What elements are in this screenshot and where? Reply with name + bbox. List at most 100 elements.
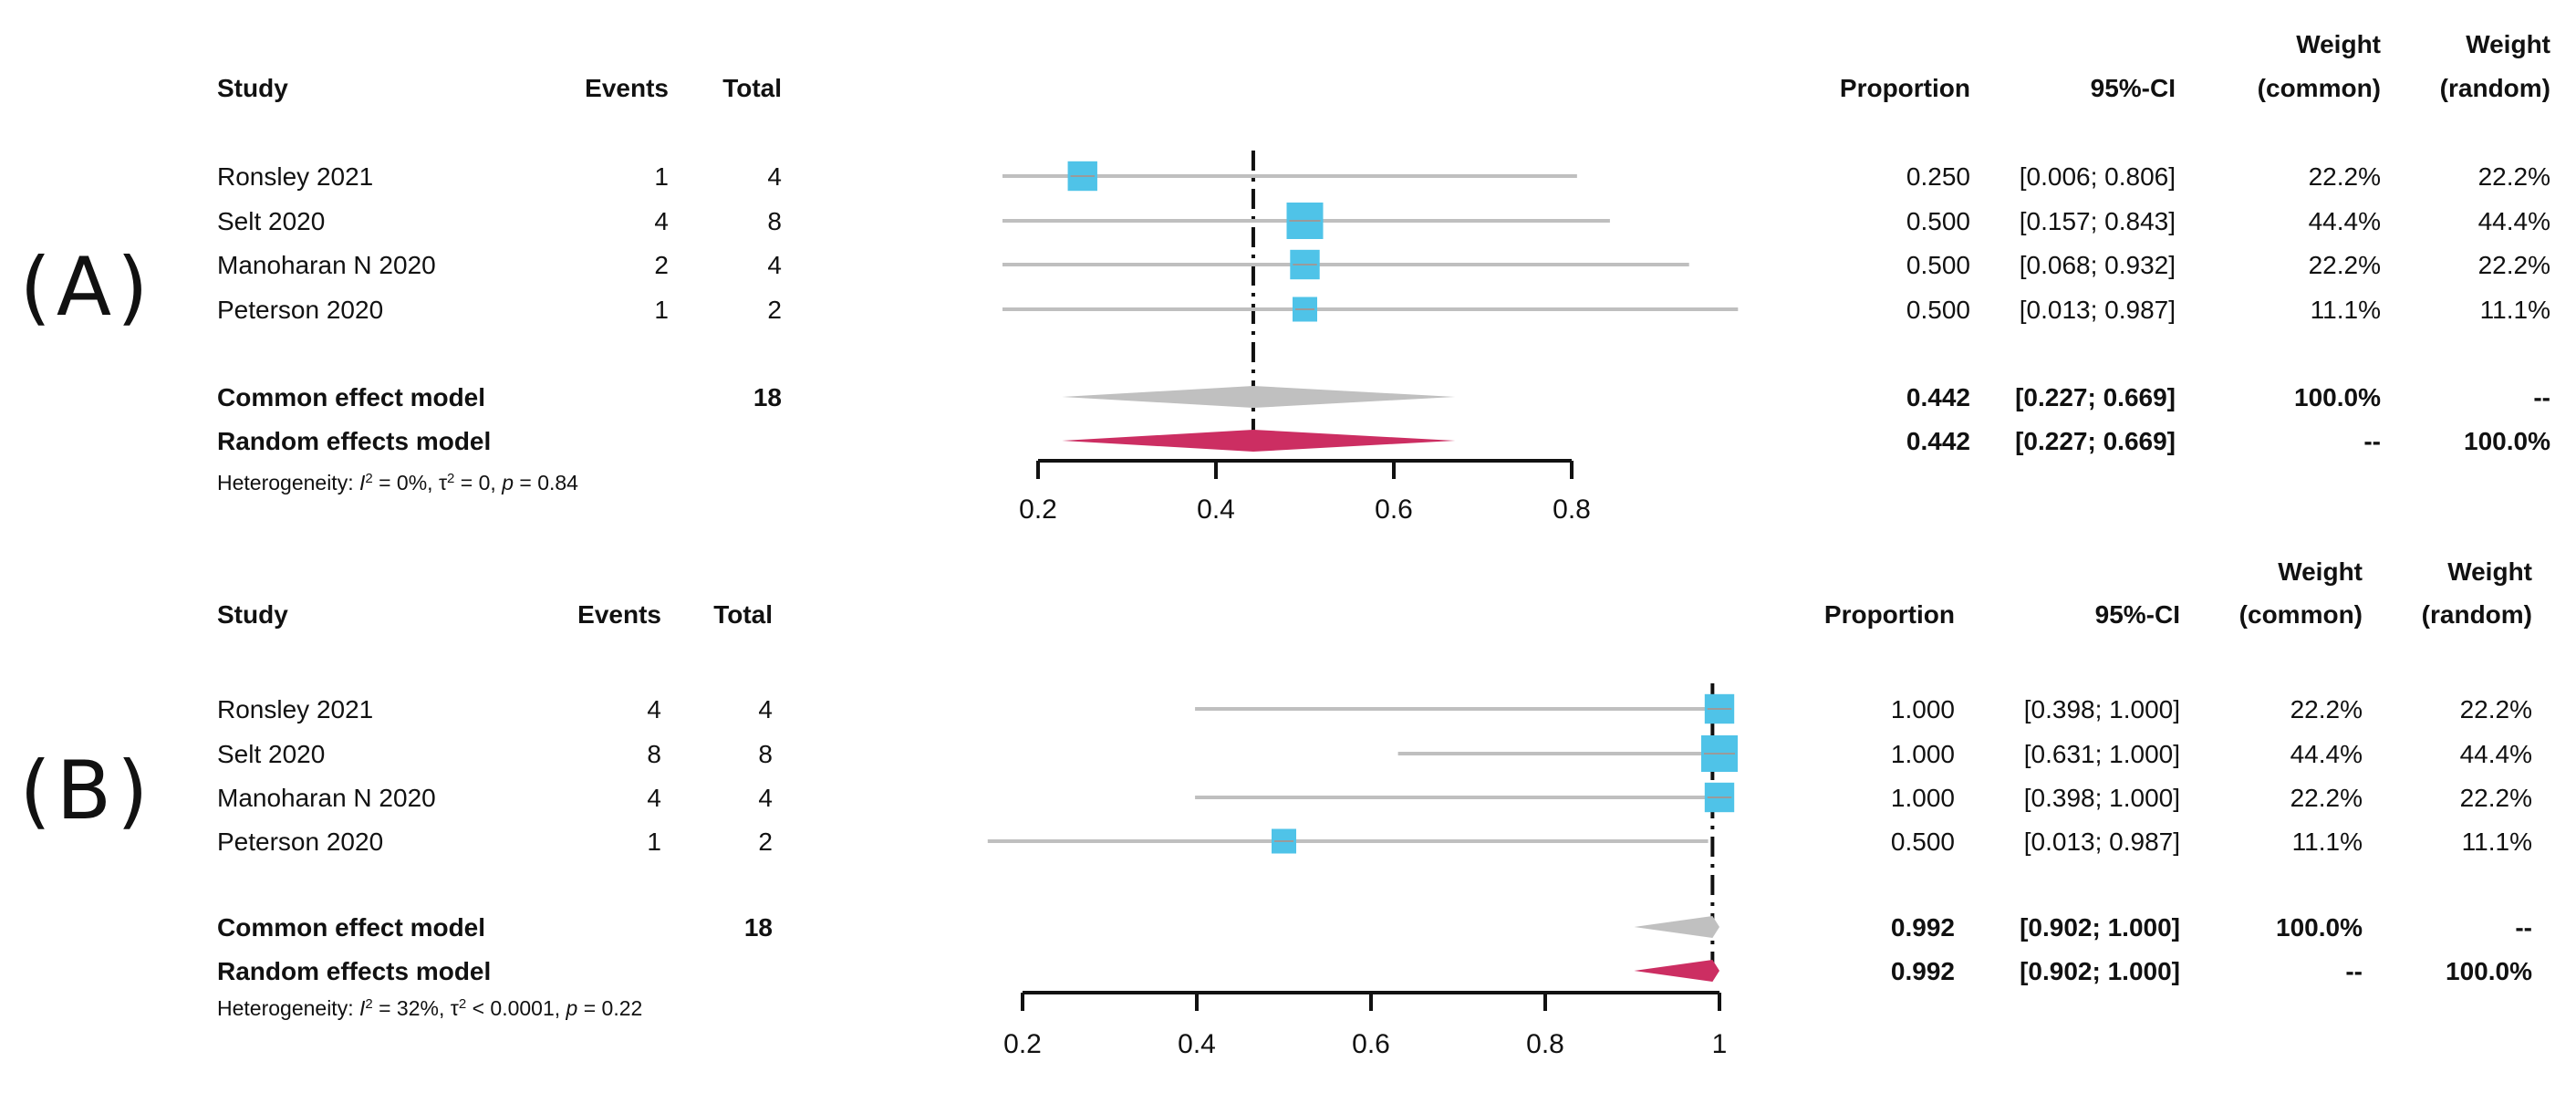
study-weight-random: 22.2%	[2478, 251, 2550, 279]
study-events: 4	[654, 207, 669, 235]
study-proportion: 0.500	[1906, 207, 1970, 235]
header-total: Total	[713, 600, 773, 629]
study-ci: [0.013; 0.987]	[2020, 296, 2176, 324]
pooled-proportion: 0.442	[1906, 383, 1970, 411]
pooled-total: 18	[744, 913, 773, 942]
header-weight-random-line1: Weight	[2447, 557, 2532, 586]
study-total: 4	[758, 695, 773, 723]
header-weight-random-line1: Weight	[2466, 30, 2550, 58]
study-weight-common: 44.4%	[2290, 740, 2363, 768]
study-name: Manoharan N 2020	[217, 784, 436, 812]
study-weight-random: 44.4%	[2460, 740, 2532, 768]
header-ci: 95%-CI	[2095, 600, 2180, 629]
study-total: 2	[758, 828, 773, 856]
study-total: 2	[767, 296, 782, 324]
x-axis-tick-label: 0.2	[1019, 494, 1057, 525]
study-weight-random: 11.1%	[2480, 296, 2550, 324]
heterogeneity-text: Heterogeneity: I2 = 32%, τ2 < 0.0001, p …	[217, 996, 642, 1021]
study-weight-common: 11.1%	[2311, 296, 2381, 324]
pooled-proportion: 0.992	[1891, 957, 1955, 985]
study-events: 8	[647, 740, 661, 768]
pooled-ci: [0.902; 1.000]	[2020, 913, 2180, 942]
study-name: Selt 2020	[217, 207, 325, 235]
study-events: 1	[654, 162, 669, 191]
x-axis-tick-label: 0.8	[1526, 1029, 1564, 1059]
forest-panel-a: (A) Study Events Total Proportion 95%-CI Weigh…	[20, 30, 2551, 525]
x-axis-tick-label: 0.6	[1352, 1029, 1390, 1059]
pooled-weight-common: --	[2363, 427, 2381, 455]
pooled-proportion: 0.992	[1891, 913, 1955, 942]
study-total: 8	[767, 207, 782, 235]
study-total: 4	[758, 784, 773, 812]
header-weight-random-line2: (random)	[2440, 74, 2550, 102]
study-events: 2	[654, 251, 669, 279]
pooled-ci: [0.227; 0.669]	[2015, 427, 2176, 455]
header-events: Events	[585, 74, 669, 102]
header-weight-common-line2: (common)	[2258, 74, 2381, 102]
common-effect-diamond	[1634, 916, 1719, 938]
study-events: 4	[647, 784, 661, 812]
study-events: 1	[647, 828, 661, 856]
forest-panel-b: (B) Study Events Total Proportion 95%-CI Weigh…	[19, 557, 2532, 1059]
study-weight-common: 22.2%	[2309, 251, 2381, 279]
study-proportion: 0.500	[1891, 828, 1955, 856]
study-ci: [0.006; 0.806]	[2020, 162, 2176, 191]
common-effect-diamond	[1062, 386, 1456, 408]
study-proportion: 1.000	[1891, 695, 1955, 723]
study-weight-random: 22.2%	[2460, 784, 2532, 812]
pooled-weight-common: --	[2345, 957, 2363, 985]
header-weight-common-line1: Weight	[2296, 30, 2381, 58]
study-name: Peterson 2020	[217, 828, 383, 856]
pooled-name: Common effect model	[217, 913, 485, 942]
study-ci: [0.631; 1.000]	[2024, 740, 2180, 768]
header-ci: 95%-CI	[2091, 74, 2176, 102]
study-total: 8	[758, 740, 773, 768]
study-events: 4	[647, 695, 661, 723]
random-effects-diamond	[1634, 960, 1719, 982]
study-total: 4	[767, 162, 782, 191]
study-weight-random: 11.1%	[2462, 828, 2532, 856]
x-axis-tick-label: 0.8	[1553, 494, 1591, 525]
study-events: 1	[654, 296, 669, 324]
study-weight-common: 44.4%	[2309, 207, 2381, 235]
pooled-weight-random: 100.0%	[2446, 957, 2532, 985]
study-name: Selt 2020	[217, 740, 325, 768]
study-weight-random: 22.2%	[2460, 695, 2532, 723]
study-weight-random: 22.2%	[2478, 162, 2550, 191]
study-ci: [0.398; 1.000]	[2024, 695, 2180, 723]
study-ci: [0.068; 0.932]	[2020, 251, 2176, 279]
x-axis-tick-label: 0.6	[1375, 494, 1413, 525]
study-weight-common: 22.2%	[2309, 162, 2381, 191]
x-axis-tick-label: 1	[1712, 1029, 1728, 1059]
study-name: Peterson 2020	[217, 296, 383, 324]
study-proportion: 1.000	[1891, 740, 1955, 768]
study-proportion: 0.500	[1906, 296, 1970, 324]
pooled-name: Random effects model	[217, 427, 491, 455]
x-axis-tick-label: 0.4	[1178, 1029, 1216, 1059]
header-weight-common-line1: Weight	[2278, 557, 2363, 586]
header-weight-common-line2: (common)	[2239, 600, 2363, 629]
x-axis-tick-label: 0.4	[1197, 494, 1235, 525]
study-weight-random: 44.4%	[2478, 207, 2550, 235]
x-axis-tick-label: 0.2	[1003, 1029, 1042, 1059]
study-weight-common: 11.1%	[2292, 828, 2363, 856]
pooled-proportion: 0.442	[1906, 427, 1970, 455]
pooled-name: Common effect model	[217, 383, 485, 411]
random-effects-diamond	[1062, 430, 1456, 452]
study-ci: [0.013; 0.987]	[2024, 828, 2180, 856]
pooled-name: Random effects model	[217, 957, 491, 985]
pooled-ci: [0.227; 0.669]	[2015, 383, 2176, 411]
study-ci: [0.398; 1.000]	[2024, 784, 2180, 812]
header-study: Study	[217, 600, 288, 629]
study-proportion: 0.500	[1906, 251, 1970, 279]
panel-label: (A)	[20, 240, 154, 334]
pooled-ci: [0.902; 1.000]	[2020, 957, 2180, 985]
header-weight-random-line2: (random)	[2422, 600, 2532, 629]
header-proportion: Proportion	[1840, 74, 1970, 102]
study-name: Manoharan N 2020	[217, 251, 436, 279]
pooled-weight-random: 100.0%	[2464, 427, 2550, 455]
study-name: Ronsley 2021	[217, 695, 373, 723]
pooled-weight-random: --	[2533, 383, 2550, 411]
pooled-total: 18	[753, 383, 782, 411]
